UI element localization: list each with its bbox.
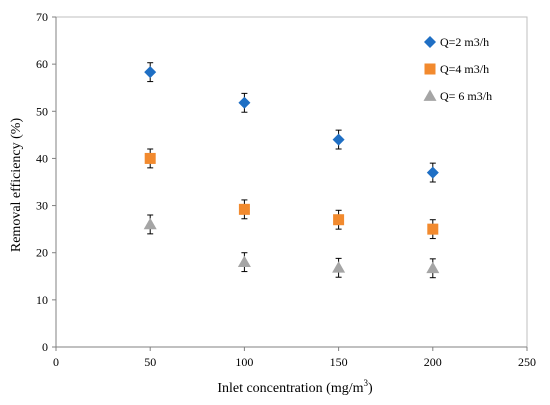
ticks: 0 10 20 30 40 50 60 70 0 50 100 150 200 250	[36, 10, 536, 369]
legend-marker	[423, 89, 437, 101]
y-tick-label: 0	[42, 340, 48, 354]
x-tick-label: 100	[235, 355, 253, 369]
y-tick-label: 40	[36, 151, 48, 165]
y-tick-label: 20	[36, 246, 48, 260]
legend-label: Q=4 m3/h	[440, 62, 489, 76]
data-point	[426, 261, 440, 274]
data-point	[427, 223, 439, 235]
x-tick-label: 0	[53, 355, 59, 369]
data-point	[333, 214, 345, 226]
x-tick-label: 150	[330, 355, 348, 369]
data-point	[237, 255, 251, 268]
y-tick-label: 60	[36, 57, 48, 71]
legend-label: Q=2 m3/h	[440, 35, 489, 49]
x-tick-label: 200	[424, 355, 442, 369]
data-point	[144, 152, 156, 164]
data-point	[238, 96, 251, 109]
data-points	[143, 66, 440, 274]
y-tick-label: 70	[36, 10, 48, 24]
x-tick-label: 250	[518, 355, 536, 369]
y-tick-label: 10	[36, 293, 48, 307]
data-point	[238, 203, 250, 215]
data-point	[143, 217, 157, 230]
data-point	[144, 66, 157, 79]
legend: Q=2 m3/h Q=4 m3/h Q= 6 m3/h	[423, 35, 492, 103]
data-point	[332, 133, 345, 146]
x-axis-label: Inlet concentration (mg/m3)	[217, 378, 373, 396]
data-point	[332, 261, 346, 273]
x-tick-label: 50	[144, 355, 156, 369]
y-tick-label: 30	[36, 199, 48, 213]
error-bars	[147, 62, 436, 279]
axes	[55, 16, 528, 348]
data-point	[426, 166, 439, 179]
y-axis-label: Removal efficiency (%)	[9, 118, 24, 253]
legend-marker	[424, 36, 436, 48]
legend-label: Q= 6 m3/h	[440, 89, 492, 103]
y-tick-label: 50	[36, 104, 48, 118]
legend-marker	[424, 63, 436, 75]
